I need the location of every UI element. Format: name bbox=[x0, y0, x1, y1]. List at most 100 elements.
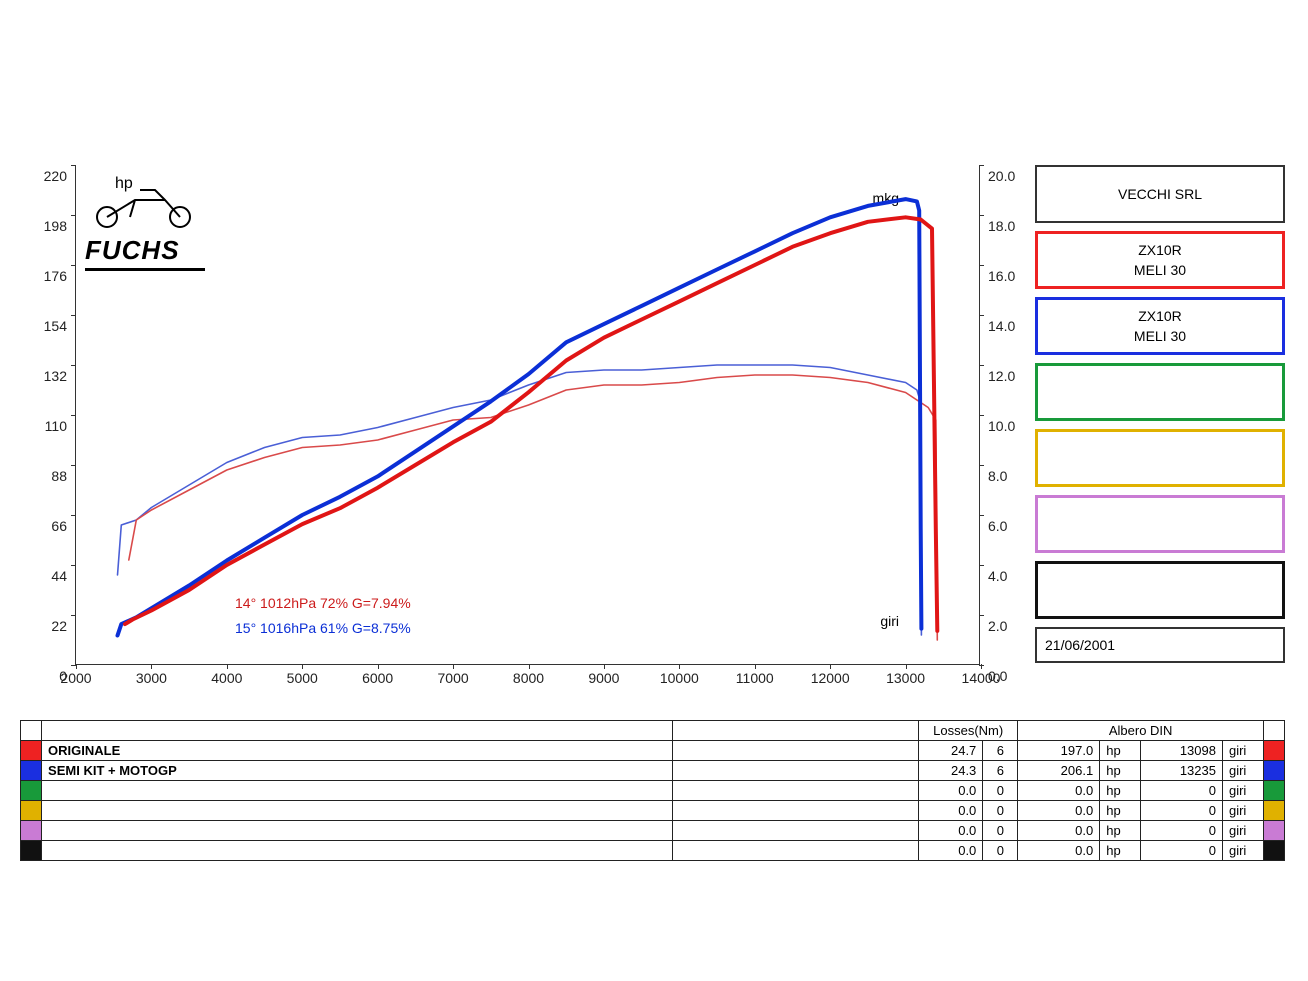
giri-val: 0 bbox=[1141, 781, 1223, 801]
side-sub: MELI 30 bbox=[1046, 262, 1274, 278]
hp-unit: hp bbox=[1100, 741, 1141, 761]
x-tick: 10000 bbox=[660, 670, 699, 686]
loss1: 0.0 bbox=[919, 821, 983, 841]
table-row: 0.0 0 0.0 hp 0 giri bbox=[21, 841, 1285, 861]
x-tick: 4000 bbox=[211, 670, 242, 686]
motorcycle-icon bbox=[85, 185, 205, 230]
loss2: 6 bbox=[983, 741, 1018, 761]
x-tick: 14000 bbox=[962, 670, 1001, 686]
table-row: SEMI KIT + MOTOGP 24.3 6 206.1 hp 13235 … bbox=[21, 761, 1285, 781]
company-label: VECCHI SRL bbox=[1045, 186, 1275, 202]
x-tick: 6000 bbox=[362, 670, 393, 686]
y-left-tick: 44 bbox=[27, 568, 67, 584]
hp-unit: hp bbox=[1100, 841, 1141, 861]
y-left-tick: 176 bbox=[27, 268, 67, 284]
row-name: ORIGINALE bbox=[42, 741, 673, 761]
x-tick: 3000 bbox=[136, 670, 167, 686]
annotation-red: 14° 1012hPa 72% G=7.94% bbox=[235, 595, 411, 611]
row-name bbox=[42, 781, 673, 801]
side-entry bbox=[1035, 495, 1285, 553]
table-row: 0.0 0 0.0 hp 0 giri bbox=[21, 781, 1285, 801]
loss1: 0.0 bbox=[919, 841, 983, 861]
y-left-tick: 22 bbox=[27, 618, 67, 634]
side-model: ZX10R bbox=[1046, 308, 1274, 324]
plot-region: mkg giri 0224466881101321541761982200.02… bbox=[75, 165, 980, 665]
data-table: Losses(Nm) Albero DIN ORIGINALE 24.7 6 1… bbox=[20, 720, 1285, 861]
loss1: 0.0 bbox=[919, 801, 983, 821]
giri-unit: giri bbox=[1222, 761, 1263, 781]
hp-unit: hp bbox=[1100, 801, 1141, 821]
giri-val: 0 bbox=[1141, 821, 1223, 841]
table-row: ORIGINALE 24.7 6 197.0 hp 13098 giri bbox=[21, 741, 1285, 761]
hp-unit: hp bbox=[1100, 821, 1141, 841]
side-entry bbox=[1035, 429, 1285, 487]
hp-val: 0.0 bbox=[1018, 781, 1100, 801]
y-left-tick: 66 bbox=[27, 518, 67, 534]
albero-header: Albero DIN bbox=[1018, 721, 1264, 741]
hp-val: 0.0 bbox=[1018, 821, 1100, 841]
logo-text: FUCHS bbox=[85, 235, 205, 271]
side-entry bbox=[1035, 363, 1285, 421]
y-right-tick: 4.0 bbox=[988, 568, 1028, 584]
loss2: 0 bbox=[983, 781, 1018, 801]
y-left-tick: 220 bbox=[27, 168, 67, 184]
side-model: ZX10R bbox=[1046, 242, 1274, 258]
date-label: 21/06/2001 bbox=[1045, 637, 1275, 653]
x-tick: 12000 bbox=[811, 670, 850, 686]
table-row: 0.0 0 0.0 hp 0 giri bbox=[21, 801, 1285, 821]
y-right-tick: 10.0 bbox=[988, 418, 1028, 434]
annotation-blue: 15° 1016hPa 61% G=8.75% bbox=[235, 620, 411, 636]
x-tick: 13000 bbox=[886, 670, 925, 686]
losses-header: Losses(Nm) bbox=[919, 721, 1018, 741]
giri-unit: giri bbox=[1222, 821, 1263, 841]
hp-val: 206.1 bbox=[1018, 761, 1100, 781]
logo-wrap: FUCHS bbox=[85, 185, 205, 271]
table-row: 0.0 0 0.0 hp 0 giri bbox=[21, 821, 1285, 841]
x-tick: 8000 bbox=[513, 670, 544, 686]
y-right-tick: 2.0 bbox=[988, 618, 1028, 634]
y-right-tick: 18.0 bbox=[988, 218, 1028, 234]
y-left-tick: 88 bbox=[27, 468, 67, 484]
row-name: SEMI KIT + MOTOGP bbox=[42, 761, 673, 781]
y-right-tick: 14.0 bbox=[988, 318, 1028, 334]
loss2: 0 bbox=[983, 841, 1018, 861]
x-tick: 7000 bbox=[438, 670, 469, 686]
loss1: 24.3 bbox=[919, 761, 983, 781]
row-name bbox=[42, 821, 673, 841]
y-right-tick: 8.0 bbox=[988, 468, 1028, 484]
y-left-tick: 110 bbox=[27, 418, 67, 434]
hp-val: 197.0 bbox=[1018, 741, 1100, 761]
hp-val: 0.0 bbox=[1018, 841, 1100, 861]
hp-unit: hp bbox=[1100, 761, 1141, 781]
y-left-tick: 132 bbox=[27, 368, 67, 384]
loss1: 0.0 bbox=[919, 781, 983, 801]
side-sub: MELI 30 bbox=[1046, 328, 1274, 344]
date-box: 21/06/2001 bbox=[1035, 627, 1285, 663]
hp-red-line bbox=[125, 217, 937, 631]
giri-val: 13235 bbox=[1141, 761, 1223, 781]
side-entry: ZX10R MELI 30 bbox=[1035, 297, 1285, 355]
y-left-tick: 198 bbox=[27, 218, 67, 234]
table-header-row: Losses(Nm) Albero DIN bbox=[21, 721, 1285, 741]
side-entry bbox=[1035, 561, 1285, 619]
x-tick: 5000 bbox=[287, 670, 318, 686]
giri-unit: giri bbox=[1222, 741, 1263, 761]
y-right-tick: 6.0 bbox=[988, 518, 1028, 534]
loss1: 24.7 bbox=[919, 741, 983, 761]
giri-unit: giri bbox=[1222, 801, 1263, 821]
y-left-tick: 154 bbox=[27, 318, 67, 334]
giri-val: 13098 bbox=[1141, 741, 1223, 761]
hp-blue-line bbox=[118, 199, 922, 635]
x-tick: 2000 bbox=[60, 670, 91, 686]
y-right-tick: 12.0 bbox=[988, 368, 1028, 384]
giri-unit: giri bbox=[1222, 781, 1263, 801]
row-name bbox=[42, 841, 673, 861]
hp-unit: hp bbox=[1100, 781, 1141, 801]
side-panel: VECCHI SRL ZX10R MELI 30 ZX10R MELI 30 21/0… bbox=[1035, 165, 1285, 671]
y-right-tick: 20.0 bbox=[988, 168, 1028, 184]
curves-svg bbox=[76, 165, 979, 664]
loss2: 0 bbox=[983, 801, 1018, 821]
x-tick: 11000 bbox=[736, 670, 774, 686]
loss2: 0 bbox=[983, 821, 1018, 841]
y-right-tick: 16.0 bbox=[988, 268, 1028, 284]
